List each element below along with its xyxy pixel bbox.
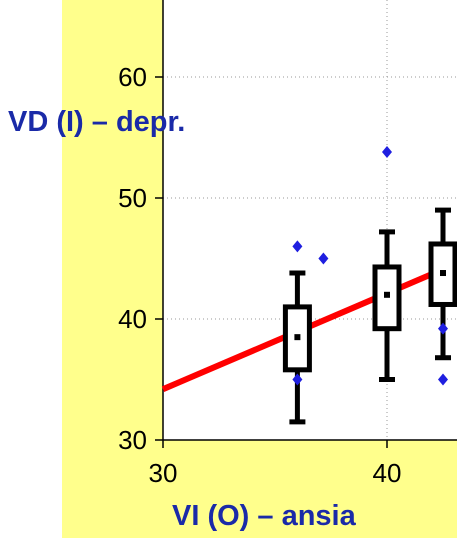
- box-median-marker: [294, 334, 301, 341]
- x-tick-label: 30: [149, 458, 178, 488]
- outlier-point: [318, 252, 329, 265]
- outlier-point: [292, 373, 303, 386]
- y-tick-label: 40: [118, 304, 147, 334]
- x-tick-label: 40: [373, 458, 402, 488]
- box-iqr: [428, 241, 457, 307]
- x-axis-label: VI (O) – ansia: [172, 500, 356, 532]
- y-axis-label: VD (I) – depr.: [8, 106, 186, 138]
- y-tick-label: 30: [118, 425, 147, 455]
- y-tick-label: 60: [118, 62, 147, 92]
- box-median-marker: [440, 270, 446, 277]
- y-tick-label: 50: [118, 183, 147, 213]
- box-iqr: [372, 264, 402, 332]
- outlier-point: [438, 373, 448, 386]
- box-median-marker: [384, 291, 390, 298]
- outlier-point: [292, 240, 303, 253]
- outlier-point: [382, 146, 392, 159]
- outlier-point: [438, 322, 448, 335]
- plot-area: [163, 0, 457, 440]
